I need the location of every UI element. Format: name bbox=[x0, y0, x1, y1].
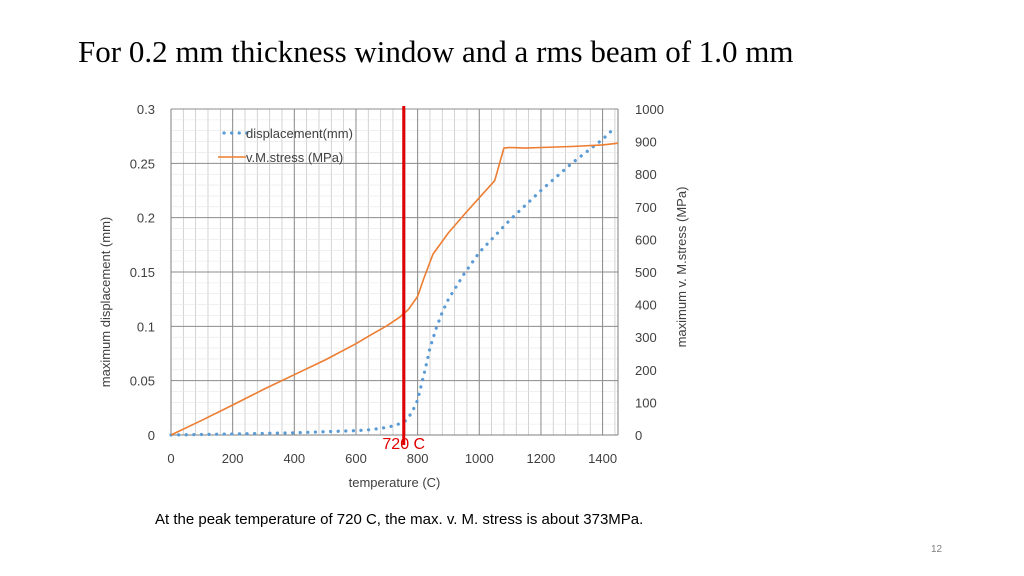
x-tick-label: 600 bbox=[345, 451, 367, 466]
x-tick-label: 1200 bbox=[526, 451, 555, 466]
peak-temperature-label: 720 C bbox=[382, 436, 425, 453]
x-tick-label: 800 bbox=[407, 451, 429, 466]
y-right-tick-label: 0 bbox=[635, 428, 642, 443]
y-right-tick-label: 900 bbox=[635, 135, 657, 150]
legend-label-displacement: displacement(mm) bbox=[246, 126, 353, 141]
y-left-tick-label: 0.05 bbox=[130, 374, 155, 389]
legend-label-stress: v.M.stress (MPa) bbox=[246, 150, 343, 165]
page-number: 12 bbox=[931, 544, 943, 555]
y-right-tick-label: 400 bbox=[635, 298, 657, 313]
y-right-tick-label: 500 bbox=[635, 265, 657, 280]
y-left-tick-label: 0.3 bbox=[137, 102, 155, 117]
y-right-tick-label: 700 bbox=[635, 200, 657, 215]
slide-caption: At the peak temperature of 720 C, the ma… bbox=[155, 511, 644, 528]
y-right-tick-label: 200 bbox=[635, 363, 657, 378]
y-left-axis-title: maximum displacement (mm) bbox=[98, 217, 113, 387]
chart-series bbox=[169, 125, 619, 437]
x-axis-title: temperature (C) bbox=[349, 475, 441, 490]
y-left-tick-label: 0.2 bbox=[137, 211, 155, 226]
y-left-tick-label: 0 bbox=[148, 428, 155, 443]
y-right-tick-label: 1000 bbox=[635, 102, 664, 117]
y-right-tick-label: 600 bbox=[635, 232, 657, 247]
chart-axes: 0 200 400 600 800 1000 1200 140000.050.10.150.2… bbox=[98, 102, 689, 490]
x-tick-label: 1000 bbox=[465, 451, 494, 466]
y-right-axis-title: maximum v. M.stress (MPa) bbox=[674, 187, 689, 348]
x-tick-label: 200 bbox=[222, 451, 244, 466]
slide-title: For 0.2 mm thickness window and a rms be… bbox=[78, 34, 794, 69]
chart-legend: displacement(mm) v.M.stress (MPa) bbox=[218, 126, 353, 165]
x-tick-label: 0 bbox=[167, 451, 174, 466]
chart-annotation: 720 C bbox=[382, 106, 425, 453]
y-right-tick-label: 100 bbox=[635, 395, 657, 410]
x-tick-label: 1400 bbox=[588, 451, 617, 466]
x-tick-label: 400 bbox=[283, 451, 305, 466]
chart-grid bbox=[170, 108, 618, 436]
series-line-stress bbox=[170, 142, 619, 436]
y-right-tick-label: 300 bbox=[635, 330, 657, 345]
y-right-tick-label: 800 bbox=[635, 167, 657, 182]
chart: 0 200 400 600 800 1000 1200 140000.050.10.150.2… bbox=[98, 102, 689, 490]
y-left-tick-label: 0.1 bbox=[137, 319, 155, 334]
y-left-tick-label: 0.25 bbox=[130, 156, 155, 171]
y-left-tick-label: 0.15 bbox=[130, 265, 155, 280]
